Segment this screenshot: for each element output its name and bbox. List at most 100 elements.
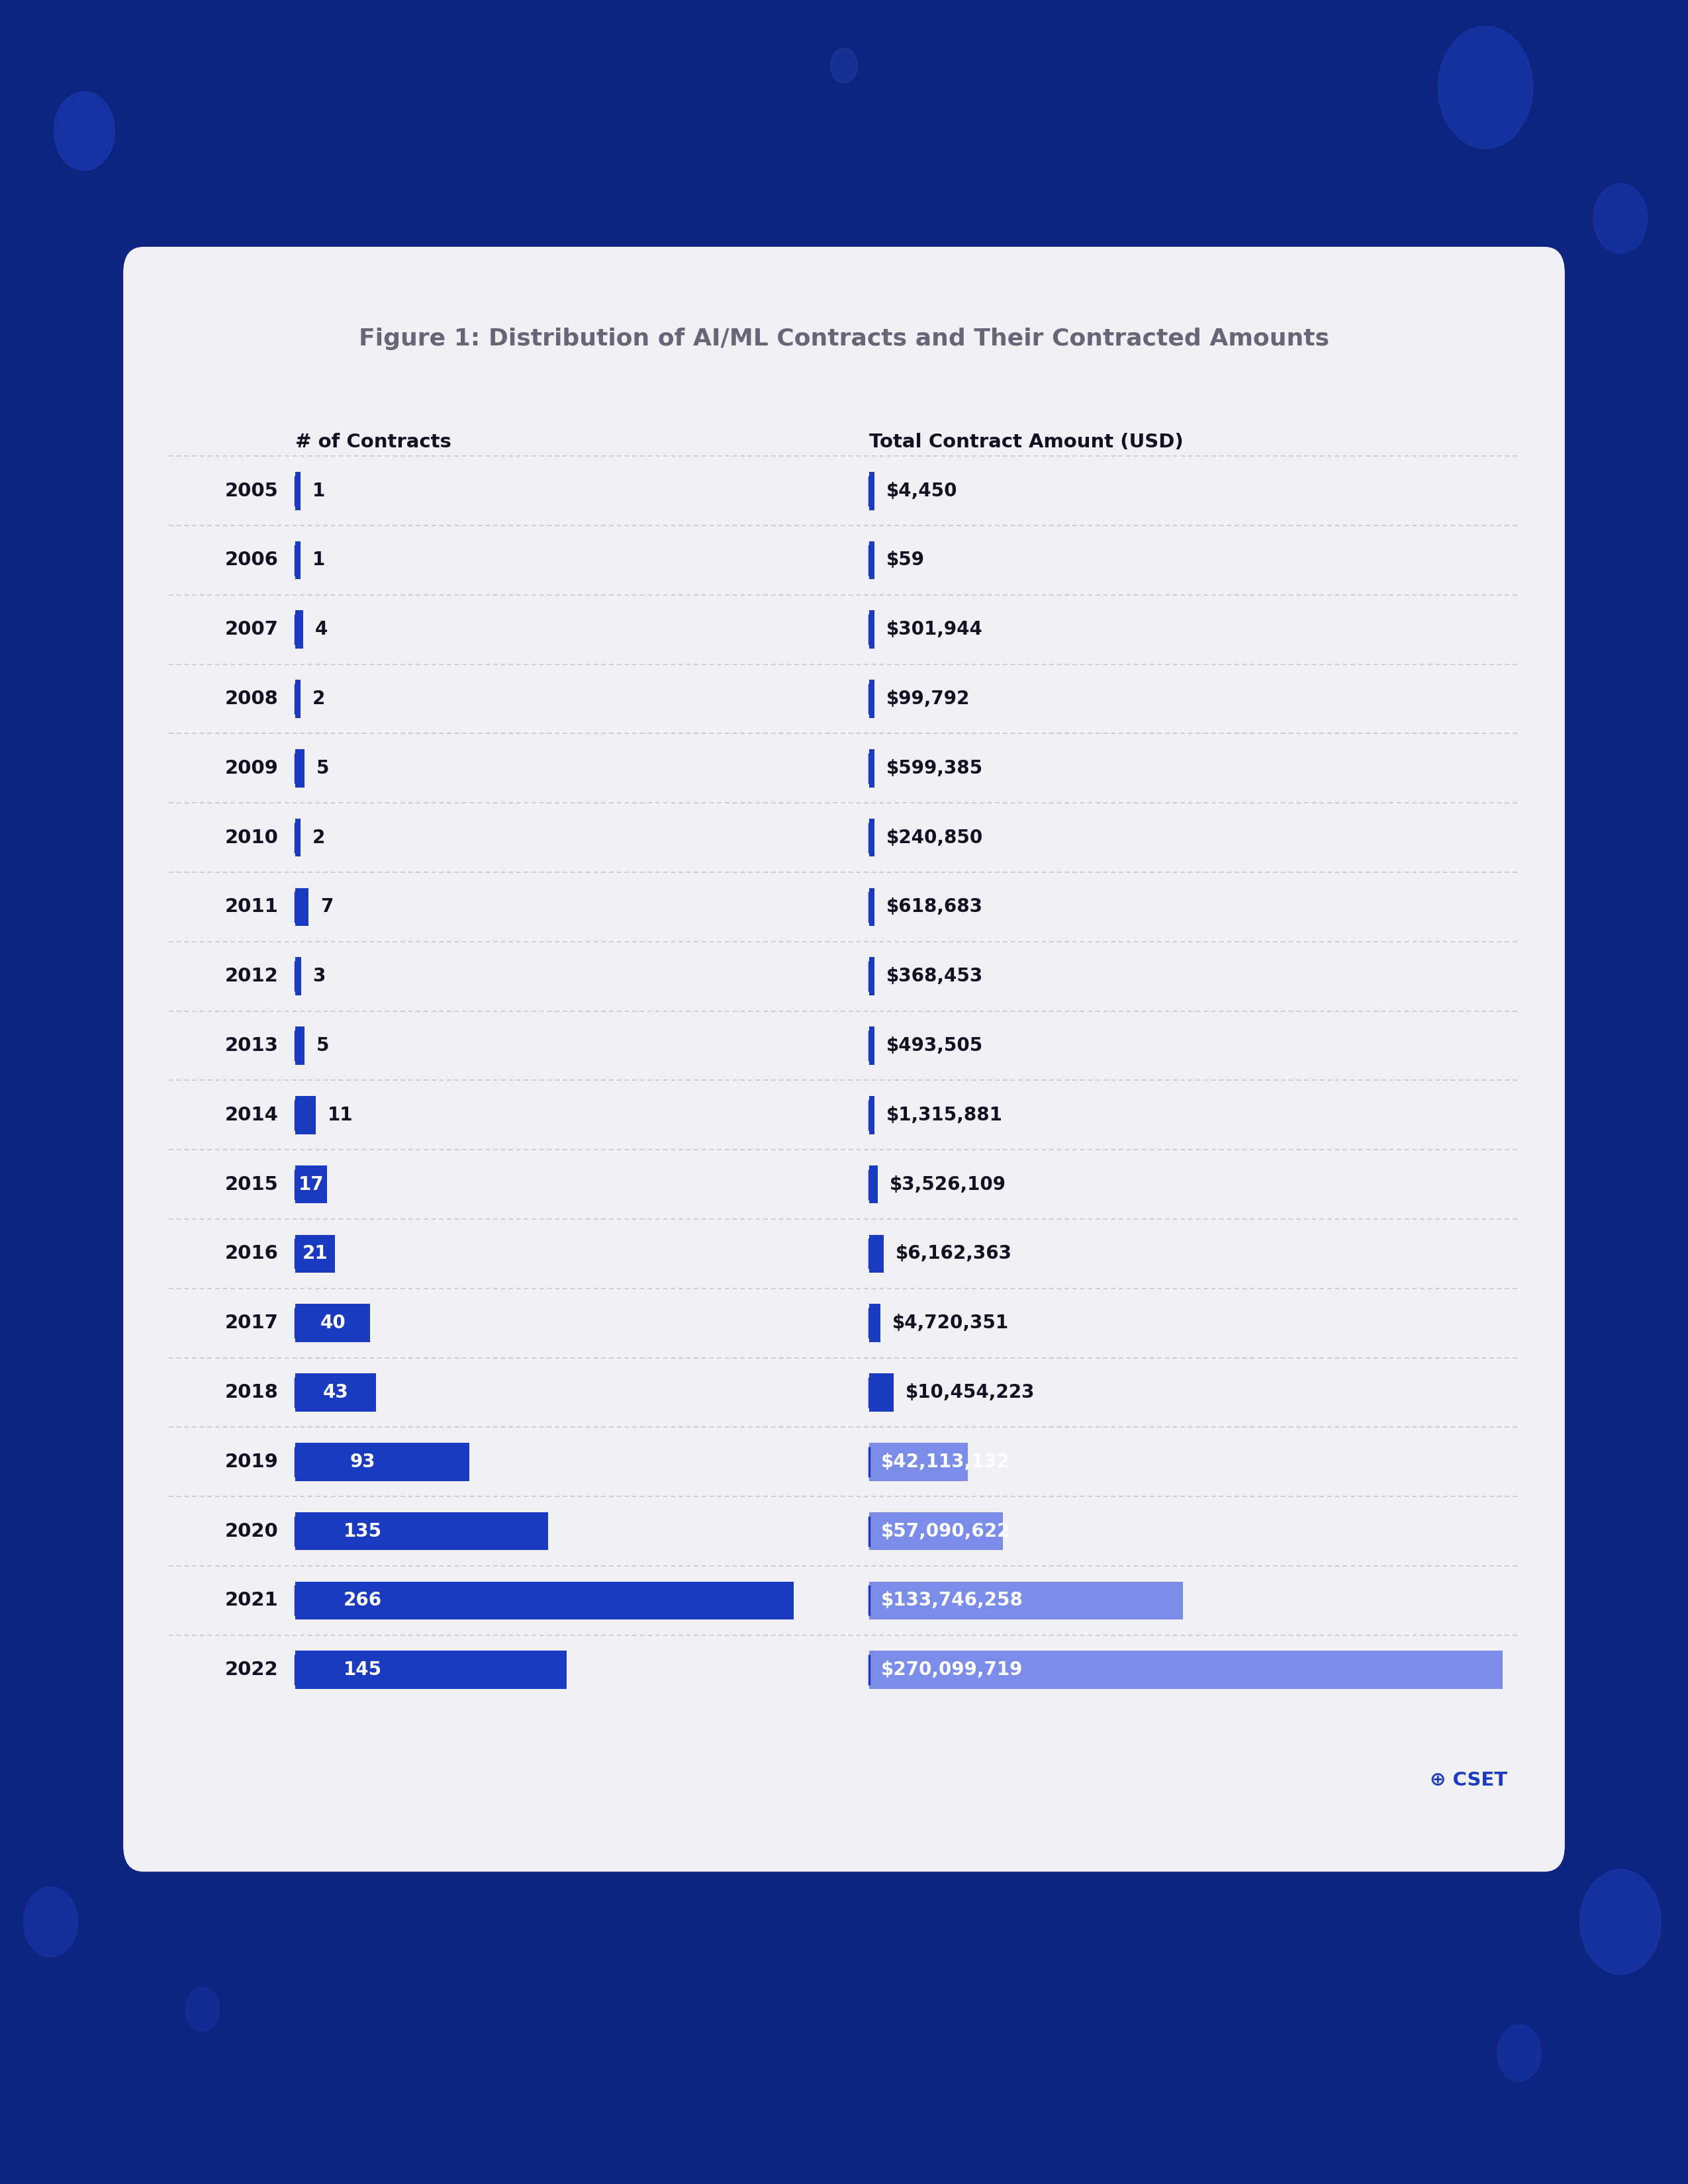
Text: $368,453: $368,453 xyxy=(886,968,982,985)
FancyBboxPatch shape xyxy=(123,247,1565,1872)
Text: 4: 4 xyxy=(314,620,327,640)
Text: 2014: 2014 xyxy=(225,1105,279,1125)
Text: # of Contracts: # of Contracts xyxy=(295,432,452,452)
Text: $3,526,109: $3,526,109 xyxy=(890,1175,1006,1195)
FancyBboxPatch shape xyxy=(295,1374,376,1411)
Text: Figure 1: Distribution of AI/ML Contracts and Their Contracted Amounts: Figure 1: Distribution of AI/ML Contract… xyxy=(360,328,1328,349)
FancyBboxPatch shape xyxy=(869,1581,1183,1621)
FancyBboxPatch shape xyxy=(295,889,309,926)
Text: 5: 5 xyxy=(317,760,329,778)
FancyBboxPatch shape xyxy=(295,542,300,579)
FancyBboxPatch shape xyxy=(295,1581,793,1621)
Text: 2012: 2012 xyxy=(225,968,279,985)
Text: 2: 2 xyxy=(312,828,326,847)
FancyBboxPatch shape xyxy=(295,1511,549,1551)
Text: 2016: 2016 xyxy=(225,1245,279,1262)
Text: 5: 5 xyxy=(317,1037,329,1055)
FancyBboxPatch shape xyxy=(295,612,302,649)
Text: $599,385: $599,385 xyxy=(886,760,982,778)
FancyBboxPatch shape xyxy=(295,1651,567,1688)
FancyBboxPatch shape xyxy=(295,1234,334,1273)
Text: 7: 7 xyxy=(321,898,333,917)
Text: $270,099,719: $270,099,719 xyxy=(881,1660,1023,1679)
FancyBboxPatch shape xyxy=(869,1234,885,1273)
Text: 93: 93 xyxy=(349,1452,376,1472)
Text: 3: 3 xyxy=(312,968,326,985)
FancyBboxPatch shape xyxy=(869,889,874,926)
Text: 2005: 2005 xyxy=(225,483,279,500)
Text: 2013: 2013 xyxy=(225,1037,279,1055)
Text: 2015: 2015 xyxy=(225,1175,279,1195)
Circle shape xyxy=(830,48,858,83)
Text: $301,944: $301,944 xyxy=(886,620,982,640)
FancyBboxPatch shape xyxy=(869,1651,1502,1688)
Text: 266: 266 xyxy=(344,1592,381,1610)
Text: 2008: 2008 xyxy=(225,690,279,708)
FancyBboxPatch shape xyxy=(869,957,874,996)
FancyBboxPatch shape xyxy=(295,957,300,996)
FancyBboxPatch shape xyxy=(295,472,300,509)
FancyBboxPatch shape xyxy=(869,612,874,649)
Text: 2009: 2009 xyxy=(225,760,279,778)
Text: 1: 1 xyxy=(312,483,326,500)
Text: 1: 1 xyxy=(312,550,326,570)
Text: $618,683: $618,683 xyxy=(886,898,982,917)
Text: 2019: 2019 xyxy=(225,1452,279,1472)
Circle shape xyxy=(1593,183,1647,253)
Text: 2022: 2022 xyxy=(225,1660,279,1679)
Text: $10,454,223: $10,454,223 xyxy=(906,1382,1035,1402)
Circle shape xyxy=(54,92,115,170)
FancyBboxPatch shape xyxy=(869,1096,874,1133)
Text: $59: $59 xyxy=(886,550,925,570)
Circle shape xyxy=(1497,2025,1541,2081)
Text: $42,113,132: $42,113,132 xyxy=(881,1452,1011,1472)
FancyBboxPatch shape xyxy=(869,1166,878,1203)
FancyBboxPatch shape xyxy=(295,819,300,856)
Text: 135: 135 xyxy=(344,1522,381,1540)
FancyBboxPatch shape xyxy=(295,1096,316,1133)
Text: $493,505: $493,505 xyxy=(886,1037,982,1055)
Text: $4,720,351: $4,720,351 xyxy=(893,1315,1009,1332)
FancyBboxPatch shape xyxy=(869,679,874,719)
FancyBboxPatch shape xyxy=(869,1304,881,1343)
FancyBboxPatch shape xyxy=(869,1374,895,1411)
FancyBboxPatch shape xyxy=(295,679,300,719)
Circle shape xyxy=(24,1887,78,1957)
Text: 145: 145 xyxy=(344,1660,381,1679)
Text: $6,162,363: $6,162,363 xyxy=(896,1245,1013,1262)
Text: 2006: 2006 xyxy=(225,550,279,570)
FancyBboxPatch shape xyxy=(295,1304,370,1343)
Text: $133,746,258: $133,746,258 xyxy=(881,1592,1023,1610)
FancyBboxPatch shape xyxy=(295,1166,327,1203)
Text: 43: 43 xyxy=(322,1382,348,1402)
FancyBboxPatch shape xyxy=(869,542,874,579)
Text: 2011: 2011 xyxy=(225,898,279,917)
Text: $1,315,881: $1,315,881 xyxy=(886,1105,1003,1125)
Text: 17: 17 xyxy=(299,1175,324,1195)
FancyBboxPatch shape xyxy=(295,749,306,788)
FancyBboxPatch shape xyxy=(295,1444,469,1481)
FancyBboxPatch shape xyxy=(869,1511,1003,1551)
FancyBboxPatch shape xyxy=(869,749,874,788)
Text: 40: 40 xyxy=(321,1315,346,1332)
Circle shape xyxy=(1438,26,1533,149)
FancyBboxPatch shape xyxy=(869,1026,874,1066)
Text: Total Contract Amount (USD): Total Contract Amount (USD) xyxy=(869,432,1183,452)
Text: 2007: 2007 xyxy=(225,620,279,640)
Text: $4,450: $4,450 xyxy=(886,483,957,500)
Text: 2017: 2017 xyxy=(225,1315,279,1332)
Text: ⊕ CSET: ⊕ CSET xyxy=(1430,1771,1507,1789)
Text: $57,090,622: $57,090,622 xyxy=(881,1522,1011,1540)
Text: 2018: 2018 xyxy=(225,1382,279,1402)
FancyBboxPatch shape xyxy=(869,1444,967,1481)
Text: 11: 11 xyxy=(327,1105,353,1125)
Text: 21: 21 xyxy=(302,1245,327,1262)
Text: 2010: 2010 xyxy=(225,828,279,847)
FancyBboxPatch shape xyxy=(295,1026,306,1066)
Text: 2: 2 xyxy=(312,690,326,708)
Text: $240,850: $240,850 xyxy=(886,828,982,847)
Circle shape xyxy=(1580,1870,1661,1974)
Text: 2021: 2021 xyxy=(225,1592,279,1610)
Text: $99,792: $99,792 xyxy=(886,690,971,708)
FancyBboxPatch shape xyxy=(869,472,874,509)
